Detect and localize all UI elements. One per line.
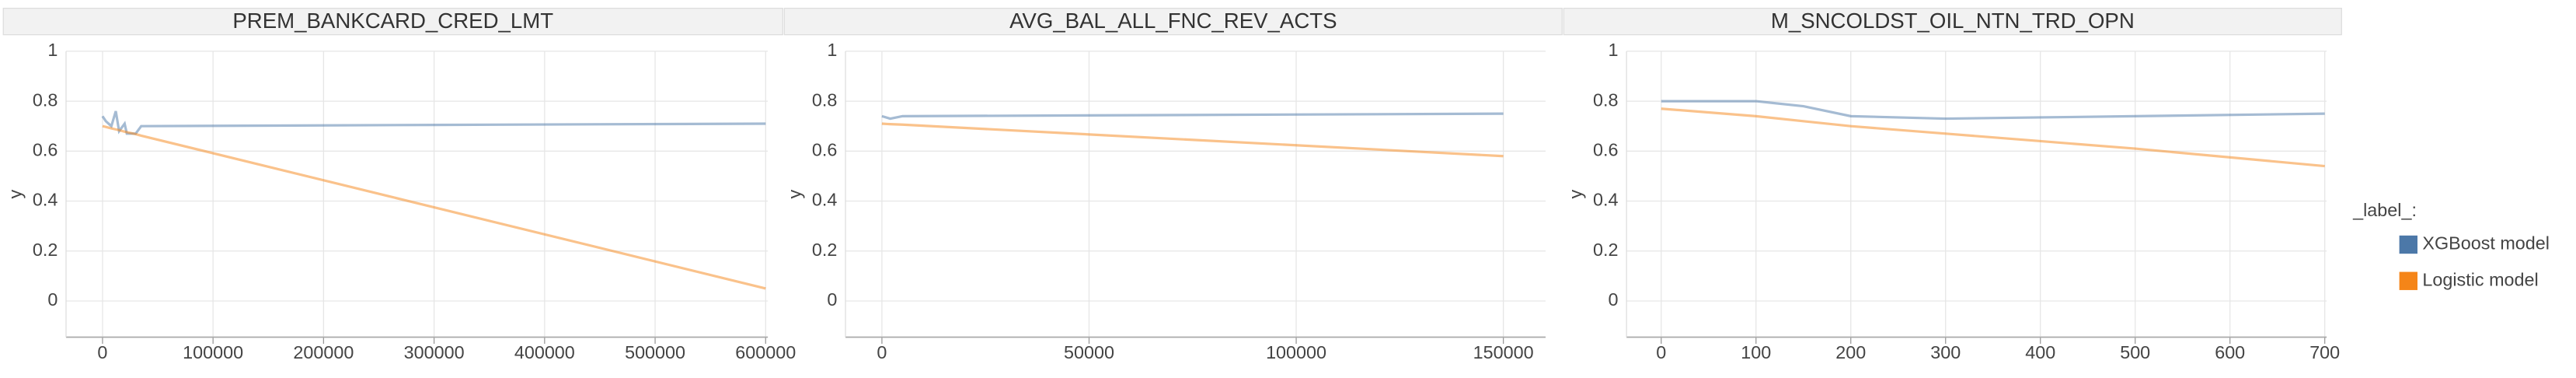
y-tick-label: 1	[827, 40, 837, 60]
y-tick-label: 0.2	[33, 240, 58, 260]
x-tick-label: 100000	[183, 342, 243, 362]
x-tick-label: 50000	[1064, 342, 1114, 362]
plot-lines	[101, 110, 766, 290]
facet-title: AVG_BAL_ALL_FNC_REV_ACTS	[1009, 9, 1337, 33]
x-tick-label: 150000	[1473, 342, 1534, 362]
y-tick-label: 0	[1609, 289, 1619, 310]
x-tick-label: 200000	[293, 342, 354, 362]
y-axis-label: y	[1566, 190, 1586, 199]
x-tick-label: 200	[1835, 342, 1866, 362]
y-tick-label: 0.4	[33, 190, 58, 210]
x-tick-label: 500000	[625, 342, 685, 362]
x-tick-label: 100	[1741, 342, 1771, 362]
x-tick-label: 500	[2120, 342, 2150, 362]
series-line	[102, 124, 766, 290]
y-axis-label: y	[784, 190, 804, 199]
series-line	[1661, 100, 2325, 121]
facet-header	[2, 7, 783, 36]
facet-title: M_SNCOLDST_OIL_NTN_TRD_OPN	[1771, 9, 2135, 33]
facet-header	[1563, 7, 2342, 36]
facet-title: PREM_BANKCARD_CRED_LMT	[232, 9, 553, 33]
y-tick-label: 1	[47, 40, 58, 60]
y-tick-label: 0	[47, 289, 58, 310]
y-tick-label: 0.8	[1593, 89, 1618, 110]
series-line	[1661, 107, 2325, 168]
x-tick-label: 300000	[404, 342, 465, 362]
y-tick-label: 0.6	[33, 139, 58, 159]
legend-label: Logistic model	[2422, 269, 2538, 289]
legend-swatch	[2399, 271, 2417, 290]
x-tick-label: 400	[2025, 342, 2055, 362]
y-axis-label: y	[5, 190, 25, 199]
x-tick-label: 100000	[1266, 342, 1326, 362]
x-tick-label: 700	[2309, 342, 2340, 362]
facet-header	[783, 7, 1563, 36]
y-tick-label: 0.4	[812, 190, 837, 210]
x-tick-label: 300	[1930, 342, 1961, 362]
y-tick-label: 0	[827, 289, 837, 310]
y-tick-label: 0.4	[1593, 190, 1618, 210]
legend-label: XGBoost model	[2422, 233, 2550, 254]
y-tick-label: 0.6	[1593, 139, 1618, 159]
y-tick-label: 0.8	[33, 89, 58, 110]
x-tick-label: 0	[97, 342, 107, 362]
legend-swatch	[2399, 235, 2417, 254]
series-line	[881, 112, 1504, 121]
plot-lines	[1661, 100, 2325, 168]
x-tick-label: 600	[2215, 342, 2245, 362]
y-tick-label: 0.6	[812, 139, 837, 159]
x-tick-label: 400000	[514, 342, 575, 362]
legend-title: _label_:	[2352, 200, 2417, 220]
series-line	[881, 122, 1504, 158]
y-tick-label: 0.2	[812, 240, 837, 260]
x-tick-label: 0	[877, 342, 887, 362]
y-tick-label: 0.2	[1593, 240, 1618, 260]
series-line	[101, 110, 766, 135]
plot-lines	[881, 112, 1504, 158]
x-tick-label: 0	[1656, 342, 1666, 362]
x-tick-label: 600000	[735, 342, 796, 362]
y-tick-label: 1	[1609, 40, 1619, 60]
y-tick-label: 0.8	[812, 89, 837, 110]
